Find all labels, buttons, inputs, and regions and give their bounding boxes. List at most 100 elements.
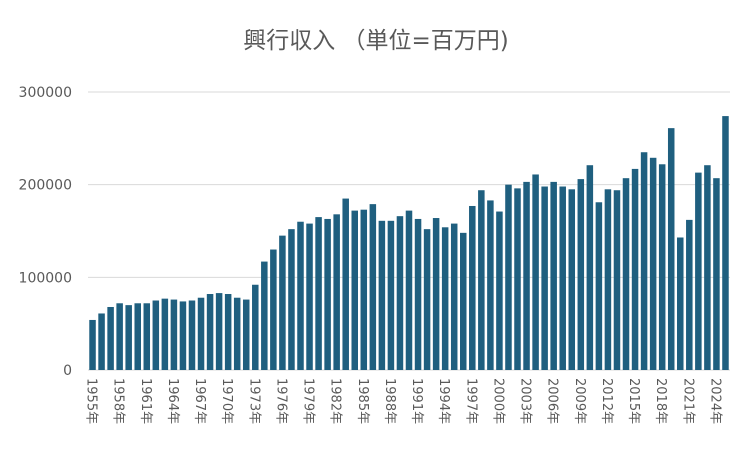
- bar: [460, 232, 467, 370]
- bar: [387, 220, 395, 370]
- bar: [713, 178, 720, 370]
- x-tick-label: 1994年: [436, 378, 451, 424]
- x-tick-label: 2024年: [707, 378, 722, 424]
- x-tick-label: 2006年: [545, 378, 560, 424]
- bar: [188, 300, 196, 370]
- bar: [613, 190, 621, 370]
- bar: [306, 223, 313, 370]
- bar: [414, 218, 422, 370]
- bar: [134, 303, 141, 370]
- bar: [640, 152, 648, 370]
- bar: [179, 301, 187, 370]
- y-tick-label: 0: [63, 363, 72, 379]
- bar: [405, 210, 413, 370]
- x-tick-label: 1976年: [273, 378, 288, 424]
- x-tick-label: 2003年: [518, 378, 533, 424]
- x-tick-label: 1961年: [138, 378, 153, 424]
- bar: [224, 294, 232, 370]
- bar: [152, 300, 160, 370]
- bar: [342, 198, 349, 370]
- bar: [288, 229, 295, 370]
- bar: [252, 284, 259, 370]
- bar: [677, 237, 684, 370]
- bar: [523, 181, 530, 370]
- bar: [170, 299, 178, 370]
- bar: [161, 298, 169, 370]
- bar: [568, 189, 576, 370]
- bar: [550, 181, 557, 370]
- y-tick-label: 100000: [19, 270, 72, 286]
- bar: [604, 189, 612, 370]
- bar: [450, 223, 458, 370]
- bar: [89, 319, 96, 370]
- x-tick-label: 2009年: [572, 378, 587, 424]
- bar: [704, 165, 711, 370]
- x-tick-label: 1955年: [84, 378, 99, 424]
- bar: [116, 303, 123, 370]
- bar: [270, 249, 277, 370]
- x-tick-label: 1973年: [246, 378, 261, 424]
- x-axis-ticks: 1955年 1958年 1961年 1964年 1967年 1970年 1973年 1976年…: [84, 378, 723, 424]
- bar: [622, 178, 630, 370]
- x-tick-label: 1964年: [165, 378, 180, 424]
- bar: [143, 303, 151, 370]
- bar: [351, 210, 358, 370]
- bar: [315, 217, 322, 370]
- x-tick-label: 2018年: [653, 378, 668, 424]
- x-tick-label: 1997年: [463, 378, 478, 424]
- x-tick-label: 1958年: [111, 378, 126, 424]
- bar: [695, 172, 702, 370]
- x-tick-label: 1982年: [328, 378, 343, 424]
- bar: [577, 179, 585, 370]
- bar: [369, 204, 377, 370]
- bar: [432, 218, 440, 370]
- bar: [541, 186, 548, 370]
- bar: [396, 216, 404, 370]
- bar: [496, 211, 503, 370]
- x-tick-label: 1967年: [192, 378, 207, 424]
- bar: [242, 299, 250, 370]
- bar: [595, 202, 603, 370]
- bar: [469, 205, 476, 370]
- bar: [233, 297, 241, 370]
- bar: [586, 165, 594, 370]
- bar: [658, 164, 666, 370]
- bar: [686, 219, 693, 370]
- bar: [559, 186, 566, 370]
- bar: [324, 218, 331, 370]
- x-tick-label: 2015年: [626, 378, 641, 424]
- bar: [667, 128, 675, 370]
- bar: [215, 293, 223, 370]
- bar: [722, 116, 729, 370]
- bar: [649, 157, 657, 370]
- bar: [297, 221, 304, 370]
- x-tick-label: 1988年: [382, 378, 397, 424]
- bar: [261, 261, 268, 370]
- bar: [206, 294, 214, 370]
- x-tick-label: 2021年: [680, 378, 695, 424]
- bar: [279, 235, 286, 370]
- x-tick-label: 1985年: [355, 378, 370, 424]
- x-tick-label: 1991年: [409, 378, 424, 424]
- bar: [514, 188, 521, 370]
- y-tick-label: 300000: [19, 85, 72, 101]
- bar: [423, 229, 431, 370]
- bar: [532, 174, 539, 370]
- x-tick-label: 2012年: [599, 378, 614, 424]
- bar: [378, 220, 386, 370]
- bar: [125, 305, 132, 370]
- y-tick-label: 200000: [19, 178, 72, 194]
- bar: [98, 313, 105, 370]
- bar: [197, 297, 205, 370]
- bar: [441, 227, 449, 370]
- bar: [360, 209, 368, 370]
- bar: [487, 200, 494, 370]
- x-tick-label: 2000年: [490, 378, 505, 424]
- bar: [107, 306, 114, 370]
- bar: [505, 184, 512, 370]
- chart-title: 興行収入 （単位=百万円): [243, 28, 509, 54]
- x-tick-label: 1979年: [301, 378, 316, 424]
- y-axis-ticks: 0 100000 200000 300000: [19, 85, 72, 379]
